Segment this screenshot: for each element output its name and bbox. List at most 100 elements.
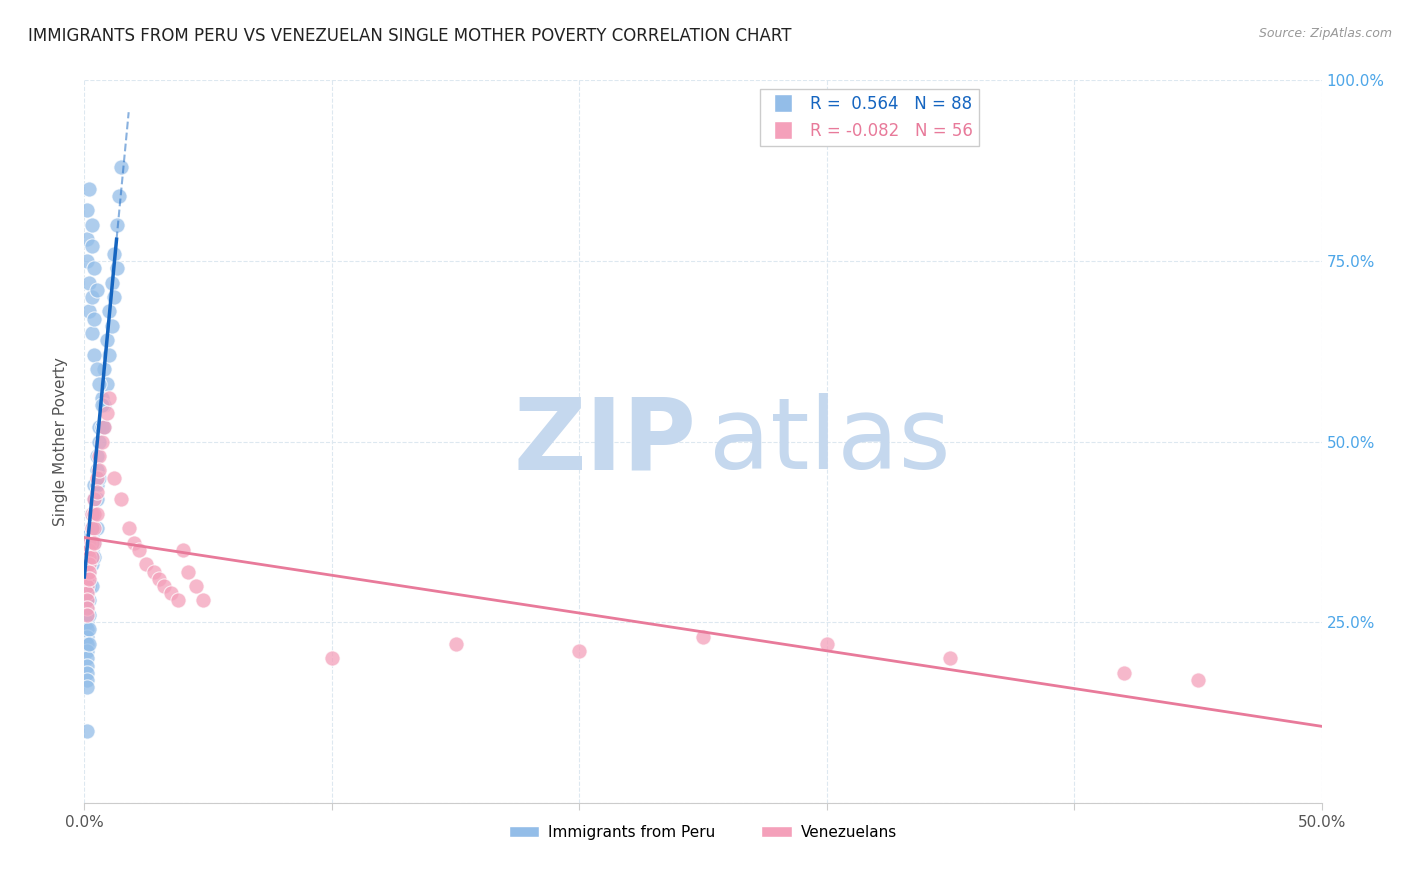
Point [80,507,103,521]
Point [86,507,108,521]
Point [89,470,111,484]
Y-axis label: Single Mother Poverty: Single Mother Poverty [53,357,69,526]
Point [184,579,207,593]
Point [79,528,101,542]
Point [83,492,105,507]
Point [98,348,121,362]
Point [96,334,118,348]
Point [83,492,105,507]
Point [76,253,98,268]
Point [108,189,131,203]
Point [100,318,122,333]
Point [79,558,101,572]
Point [83,535,105,549]
Point [103,246,125,260]
Point [79,550,101,565]
Point [105,261,128,276]
Point [86,470,108,484]
Point [76,680,98,694]
Point [76,586,98,600]
Point [148,572,170,586]
Point [83,507,105,521]
Point [76,665,98,680]
Point [79,535,101,549]
Point [80,550,103,565]
Point [76,600,98,615]
Point [103,290,125,304]
Point [815,637,838,651]
Point [76,593,98,607]
Point [93,420,115,434]
Point [89,434,111,449]
Point [80,558,103,572]
Point [76,593,98,607]
Point [83,521,105,535]
Point [105,218,128,232]
Point [1187,673,1209,687]
Point [79,607,101,622]
Point [98,391,121,405]
Point [80,535,103,549]
Point [568,644,591,658]
Point [79,572,101,586]
Point [76,607,98,622]
Point [79,565,101,579]
Point [79,542,101,557]
Point [160,586,183,600]
Point [79,558,101,572]
Point [76,586,98,600]
Point [135,558,157,572]
Point [76,579,98,593]
Point [80,579,103,593]
Point [90,434,112,449]
Point [76,572,98,586]
Point [79,182,101,196]
Point [86,449,108,463]
Point [76,232,98,246]
Point [96,406,118,420]
Point [79,304,101,318]
Point [83,261,105,276]
Point [79,623,101,637]
Point [93,362,115,376]
Point [80,542,103,557]
Point [79,276,101,290]
Point [86,485,108,500]
Point [939,651,962,665]
Point [90,398,112,412]
Point [83,311,105,326]
Point [83,535,105,549]
Point [110,160,132,174]
Point [80,521,103,535]
Point [76,550,98,565]
Point [93,398,115,412]
Point [76,673,98,687]
Point [96,376,118,391]
Point [191,593,214,607]
Text: atlas: atlas [709,393,950,490]
Point [76,651,98,665]
Point [692,630,714,644]
Point [83,348,105,362]
Point [83,521,105,535]
Point [79,593,101,607]
Point [76,723,98,738]
Point [80,550,103,565]
Point [89,463,111,477]
Point [80,521,103,535]
Point [177,565,200,579]
Point [321,651,343,665]
Text: ZIP: ZIP [515,393,697,490]
Point [79,535,101,549]
Point [80,528,103,542]
Point [76,658,98,673]
Point [80,507,103,521]
Point [90,420,112,434]
Point [76,607,98,622]
Point [76,565,98,579]
Point [76,558,98,572]
Point [80,218,103,232]
Point [1112,665,1135,680]
Point [76,565,98,579]
Point [142,565,165,579]
